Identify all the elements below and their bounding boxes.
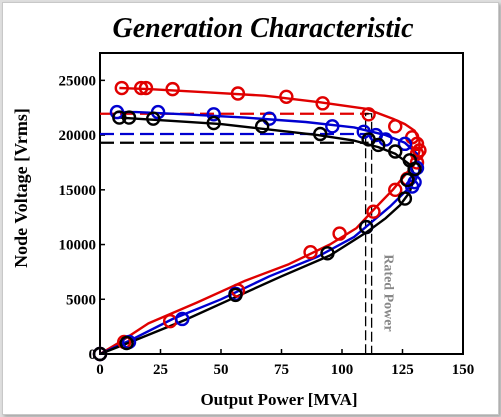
data-point xyxy=(138,80,154,96)
series-line xyxy=(99,116,416,356)
data-point xyxy=(397,136,413,152)
data-point xyxy=(332,226,347,241)
data-point xyxy=(315,96,330,111)
data-point xyxy=(366,204,381,219)
y-axis-label: Node Voltage [Vrms] xyxy=(11,108,31,268)
data-point xyxy=(254,119,270,134)
x-tick-label: 50 xyxy=(214,362,229,378)
y-tick-label: 0 xyxy=(89,347,97,363)
data-series xyxy=(92,80,427,362)
data-point xyxy=(359,219,374,235)
data-point xyxy=(92,346,108,362)
generation-characteristic-chart: Generation Characteristic 0 25 50 75 100 125 1… xyxy=(11,13,475,409)
y-tick-label: 15000 xyxy=(59,183,97,199)
y-tick-label: 10000 xyxy=(59,238,97,254)
data-point xyxy=(388,182,403,198)
data-point xyxy=(206,115,221,131)
data-point xyxy=(228,287,243,303)
data-point xyxy=(397,191,413,206)
y-tick-label: 5000 xyxy=(66,292,96,308)
data-point xyxy=(175,311,190,327)
data-point xyxy=(402,153,417,168)
data-point xyxy=(303,245,318,260)
data-point xyxy=(146,111,161,126)
data-point xyxy=(412,143,427,158)
data-point xyxy=(325,119,340,134)
rated-power-label: Rated Power xyxy=(381,254,396,331)
data-point xyxy=(279,89,294,104)
data-point xyxy=(388,119,403,134)
data-point xyxy=(165,81,180,97)
data-point xyxy=(206,107,221,122)
x-tick-label: 25 xyxy=(153,362,168,378)
x-tick-label: 0 xyxy=(96,362,104,378)
reference-lines: Rated Power xyxy=(100,112,396,355)
data-point xyxy=(112,110,127,125)
data-point xyxy=(262,111,277,126)
y-tick-label: 25000 xyxy=(59,73,97,89)
data-point xyxy=(400,172,415,188)
x-tick-label: 150 xyxy=(452,362,475,378)
data-point xyxy=(230,86,246,101)
data-point xyxy=(119,335,134,351)
chart-title: Generation Characteristic xyxy=(112,13,414,44)
data-point xyxy=(320,246,335,261)
y-tick-label: 20000 xyxy=(59,128,97,144)
data-point xyxy=(361,132,376,147)
series-line xyxy=(99,110,421,356)
data-point xyxy=(388,144,403,159)
data-point xyxy=(133,80,149,96)
data-point xyxy=(114,80,129,96)
data-point xyxy=(121,110,137,125)
x-tick-label: 75 xyxy=(274,362,289,378)
plot-axes: 0 25 50 75 100 125 150 0 5000 10000 15000 20000 2500… xyxy=(59,52,475,378)
data-point xyxy=(313,126,328,142)
data-point xyxy=(361,107,376,122)
x-tick-label: 100 xyxy=(331,362,354,378)
x-axis-label: Output Power [MVA] xyxy=(200,390,357,409)
x-tick-label: 125 xyxy=(391,362,414,378)
